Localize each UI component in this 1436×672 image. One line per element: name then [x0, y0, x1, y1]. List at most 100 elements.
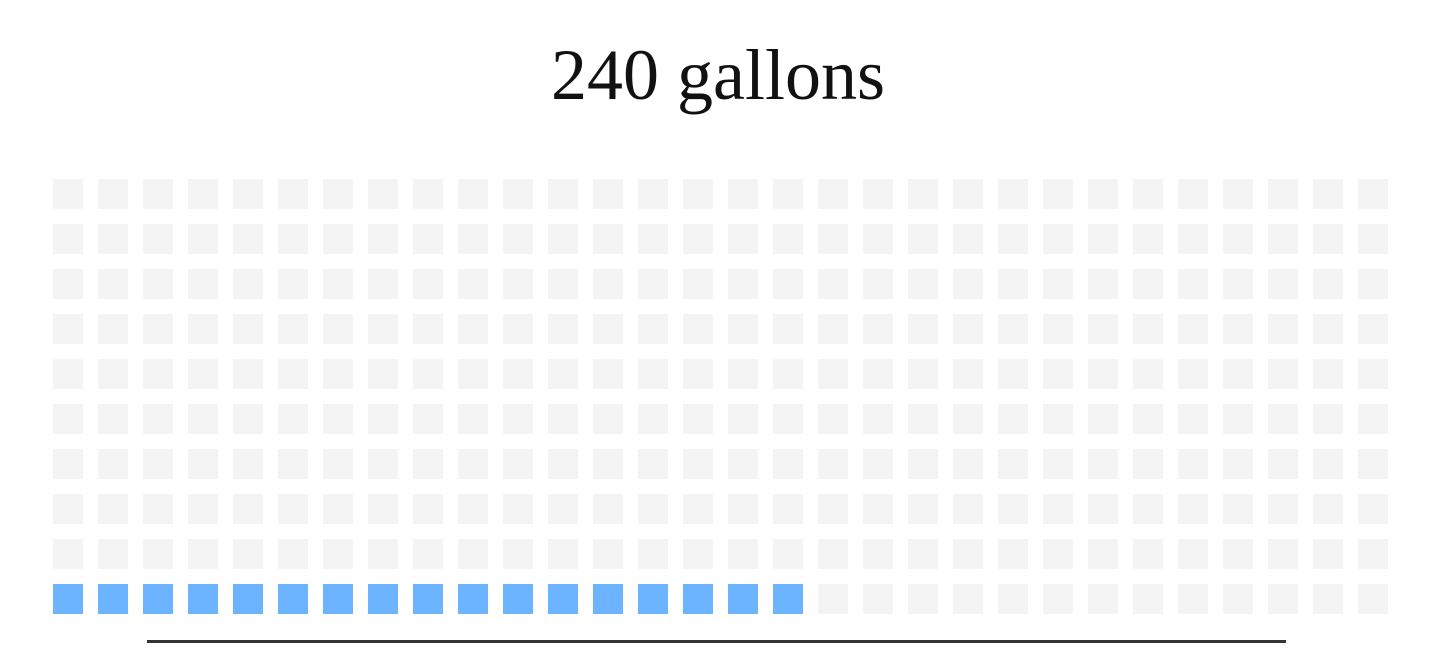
waffle-cell-filled [368, 584, 398, 614]
waffle-cell-empty [728, 179, 758, 209]
waffle-cell-empty [863, 269, 893, 299]
waffle-cell-empty [1133, 449, 1163, 479]
waffle-cell-empty [953, 404, 983, 434]
waffle-cell-filled [548, 584, 578, 614]
waffle-cell-empty [593, 269, 623, 299]
waffle-cell-empty [908, 584, 938, 614]
waffle-cell-empty [323, 539, 353, 569]
waffle-cell-empty [503, 359, 533, 389]
waffle-cell-empty [818, 404, 848, 434]
waffle-cell-empty [1133, 314, 1163, 344]
waffle-cell-empty [188, 314, 218, 344]
waffle-cell-empty [1313, 539, 1343, 569]
waffle-cell-empty [818, 314, 848, 344]
waffle-cell-empty [278, 539, 308, 569]
waffle-cell-empty [728, 449, 758, 479]
waffle-cell-empty [548, 404, 578, 434]
waffle-cell-empty [1313, 269, 1343, 299]
waffle-cell-empty [368, 494, 398, 524]
waffle-cell-empty [593, 359, 623, 389]
waffle-cell-empty [1358, 449, 1388, 479]
waffle-cell-empty [1358, 584, 1388, 614]
waffle-cell-empty [1088, 584, 1118, 614]
waffle-cell-empty [818, 179, 848, 209]
waffle-cell-empty [548, 179, 578, 209]
waffle-cell-empty [1268, 539, 1298, 569]
waffle-cell-empty [773, 449, 803, 479]
waffle-cell-empty [458, 224, 488, 254]
waffle-cell-empty [863, 584, 893, 614]
waffle-cell-filled [188, 584, 218, 614]
waffle-cell-empty [233, 359, 263, 389]
waffle-cell-empty [143, 224, 173, 254]
waffle-cell-empty [98, 179, 128, 209]
waffle-cell-empty [1223, 359, 1253, 389]
waffle-cell-empty [953, 584, 983, 614]
waffle-cell-empty [413, 359, 443, 389]
waffle-cell-empty [863, 179, 893, 209]
waffle-cell-empty [1223, 404, 1253, 434]
waffle-cell-empty [1358, 269, 1388, 299]
waffle-cell-empty [1313, 179, 1343, 209]
waffle-cell-empty [908, 359, 938, 389]
waffle-cell-empty [818, 539, 848, 569]
waffle-cell-empty [548, 539, 578, 569]
waffle-cell-empty [998, 449, 1028, 479]
waffle-cell-empty [548, 269, 578, 299]
waffle-cell-empty [143, 269, 173, 299]
waffle-cell-empty [278, 449, 308, 479]
waffle-cell-filled [728, 584, 758, 614]
waffle-cell-empty [1178, 224, 1208, 254]
waffle-cell-empty [323, 404, 353, 434]
waffle-cell-empty [593, 449, 623, 479]
waffle-cell-empty [1358, 224, 1388, 254]
waffle-cell-empty [1268, 359, 1298, 389]
waffle-cell-empty [53, 404, 83, 434]
waffle-cell-empty [998, 494, 1028, 524]
waffle-cell-empty [593, 179, 623, 209]
waffle-cell-empty [503, 224, 533, 254]
waffle-cell-empty [773, 269, 803, 299]
waffle-cell-empty [998, 539, 1028, 569]
waffle-cell-empty [503, 449, 533, 479]
waffle-cell-empty [728, 224, 758, 254]
waffle-cell-empty [1268, 404, 1298, 434]
waffle-cell-empty [1133, 494, 1163, 524]
waffle-cell-empty [548, 314, 578, 344]
waffle-cell-empty [908, 314, 938, 344]
waffle-cell-empty [1223, 584, 1253, 614]
waffle-cell-empty [503, 404, 533, 434]
waffle-cell-empty [683, 269, 713, 299]
waffle-cell-empty [1133, 359, 1163, 389]
waffle-cell-empty [818, 359, 848, 389]
waffle-cell-empty [1133, 224, 1163, 254]
waffle-cell-empty [908, 449, 938, 479]
waffle-cell-empty [458, 449, 488, 479]
waffle-cell-filled [773, 584, 803, 614]
waffle-cell-empty [1133, 539, 1163, 569]
waffle-cell-empty [233, 539, 263, 569]
waffle-cell-empty [233, 269, 263, 299]
waffle-cell-empty [458, 359, 488, 389]
waffle-cell-filled [98, 584, 128, 614]
waffle-cell-empty [638, 314, 668, 344]
waffle-cell-empty [728, 539, 758, 569]
waffle-cell-empty [773, 404, 803, 434]
waffle-cell-empty [188, 494, 218, 524]
waffle-cell-empty [98, 494, 128, 524]
waffle-cell-empty [683, 314, 713, 344]
waffle-cell-empty [953, 449, 983, 479]
waffle-cell-empty [278, 494, 308, 524]
waffle-cell-empty [863, 224, 893, 254]
waffle-cell-empty [53, 449, 83, 479]
waffle-cell-empty [998, 179, 1028, 209]
waffle-cell-empty [53, 539, 83, 569]
waffle-cell-empty [1268, 269, 1298, 299]
waffle-cell-empty [773, 179, 803, 209]
waffle-cell-empty [1223, 224, 1253, 254]
waffle-cell-empty [188, 539, 218, 569]
waffle-cell-filled [683, 584, 713, 614]
waffle-cell-empty [503, 494, 533, 524]
waffle-cell-empty [188, 179, 218, 209]
waffle-cell-empty [593, 494, 623, 524]
